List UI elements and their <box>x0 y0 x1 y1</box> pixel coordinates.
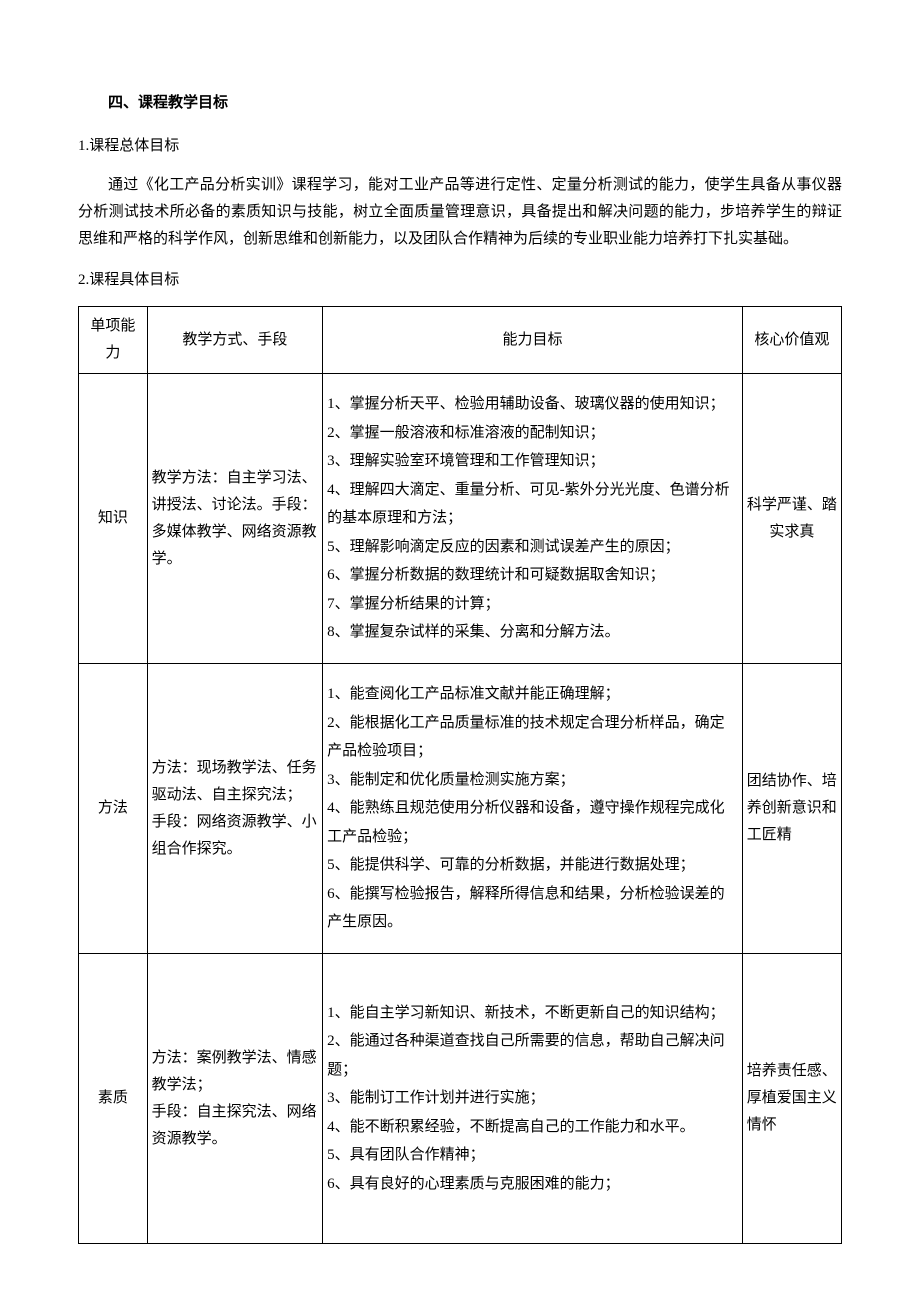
cell-goals: 1、能自主学习新知识、新技术，不断更新自己的知识结构；2、能通过各种渠道查找自己… <box>323 954 743 1244</box>
cell-ability: 知识 <box>79 374 148 664</box>
cell-ability: 素质 <box>79 954 148 1244</box>
cell-value: 培养责任感、厚植爱国主义情怀 <box>742 954 841 1244</box>
table-row: 知识 教学方法：自主学习法、讲授法、讨论法。手段：多媒体教学、网络资源教学。 1… <box>79 374 842 664</box>
cell-method: 方法：案例教学法、情感教学法；手段：自主探究法、网络资源教学。 <box>147 954 322 1244</box>
cell-method: 方法：现场教学法、任务驱动法、自主探究法；手段：网络资源教学、小组合作探究。 <box>147 664 322 954</box>
header-method: 教学方式、手段 <box>147 307 322 374</box>
subsection-1-heading: 1.课程总体目标 <box>78 133 842 160</box>
cell-goals: 1、掌握分析天平、检验用辅助设备、玻璃仪器的使用知识；2、掌握一般溶液和标准溶液… <box>323 374 743 664</box>
cell-method: 教学方法：自主学习法、讲授法、讨论法。手段：多媒体教学、网络资源教学。 <box>147 374 322 664</box>
specific-goals-table: 单项能力 教学方式、手段 能力目标 核心价值观 知识 教学方法：自主学习法、讲授… <box>78 306 842 1244</box>
section-heading: 四、课程教学目标 <box>78 90 842 117</box>
header-ability: 单项能力 <box>79 307 148 374</box>
overall-goal-paragraph: 通过《化工产品分析实训》课程学习，能对工业产品等进行定性、定量分析测试的能力，使… <box>78 172 842 253</box>
table-header-row: 单项能力 教学方式、手段 能力目标 核心价值观 <box>79 307 842 374</box>
table-row: 方法 方法：现场教学法、任务驱动法、自主探究法；手段：网络资源教学、小组合作探究… <box>79 664 842 954</box>
subsection-2-heading: 2.课程具体目标 <box>78 267 842 294</box>
cell-value: 团结协作、培养创新意识和工匠精 <box>742 664 841 954</box>
cell-ability: 方法 <box>79 664 148 954</box>
header-value: 核心价值观 <box>742 307 841 374</box>
cell-goals: 1、能查阅化工产品标准文献并能正确理解；2、能根据化工产品质量标准的技术规定合理… <box>323 664 743 954</box>
cell-value: 科学严谨、踏实求真 <box>742 374 841 664</box>
header-goals: 能力目标 <box>323 307 743 374</box>
table-row: 素质 方法：案例教学法、情感教学法；手段：自主探究法、网络资源教学。 1、能自主… <box>79 954 842 1244</box>
